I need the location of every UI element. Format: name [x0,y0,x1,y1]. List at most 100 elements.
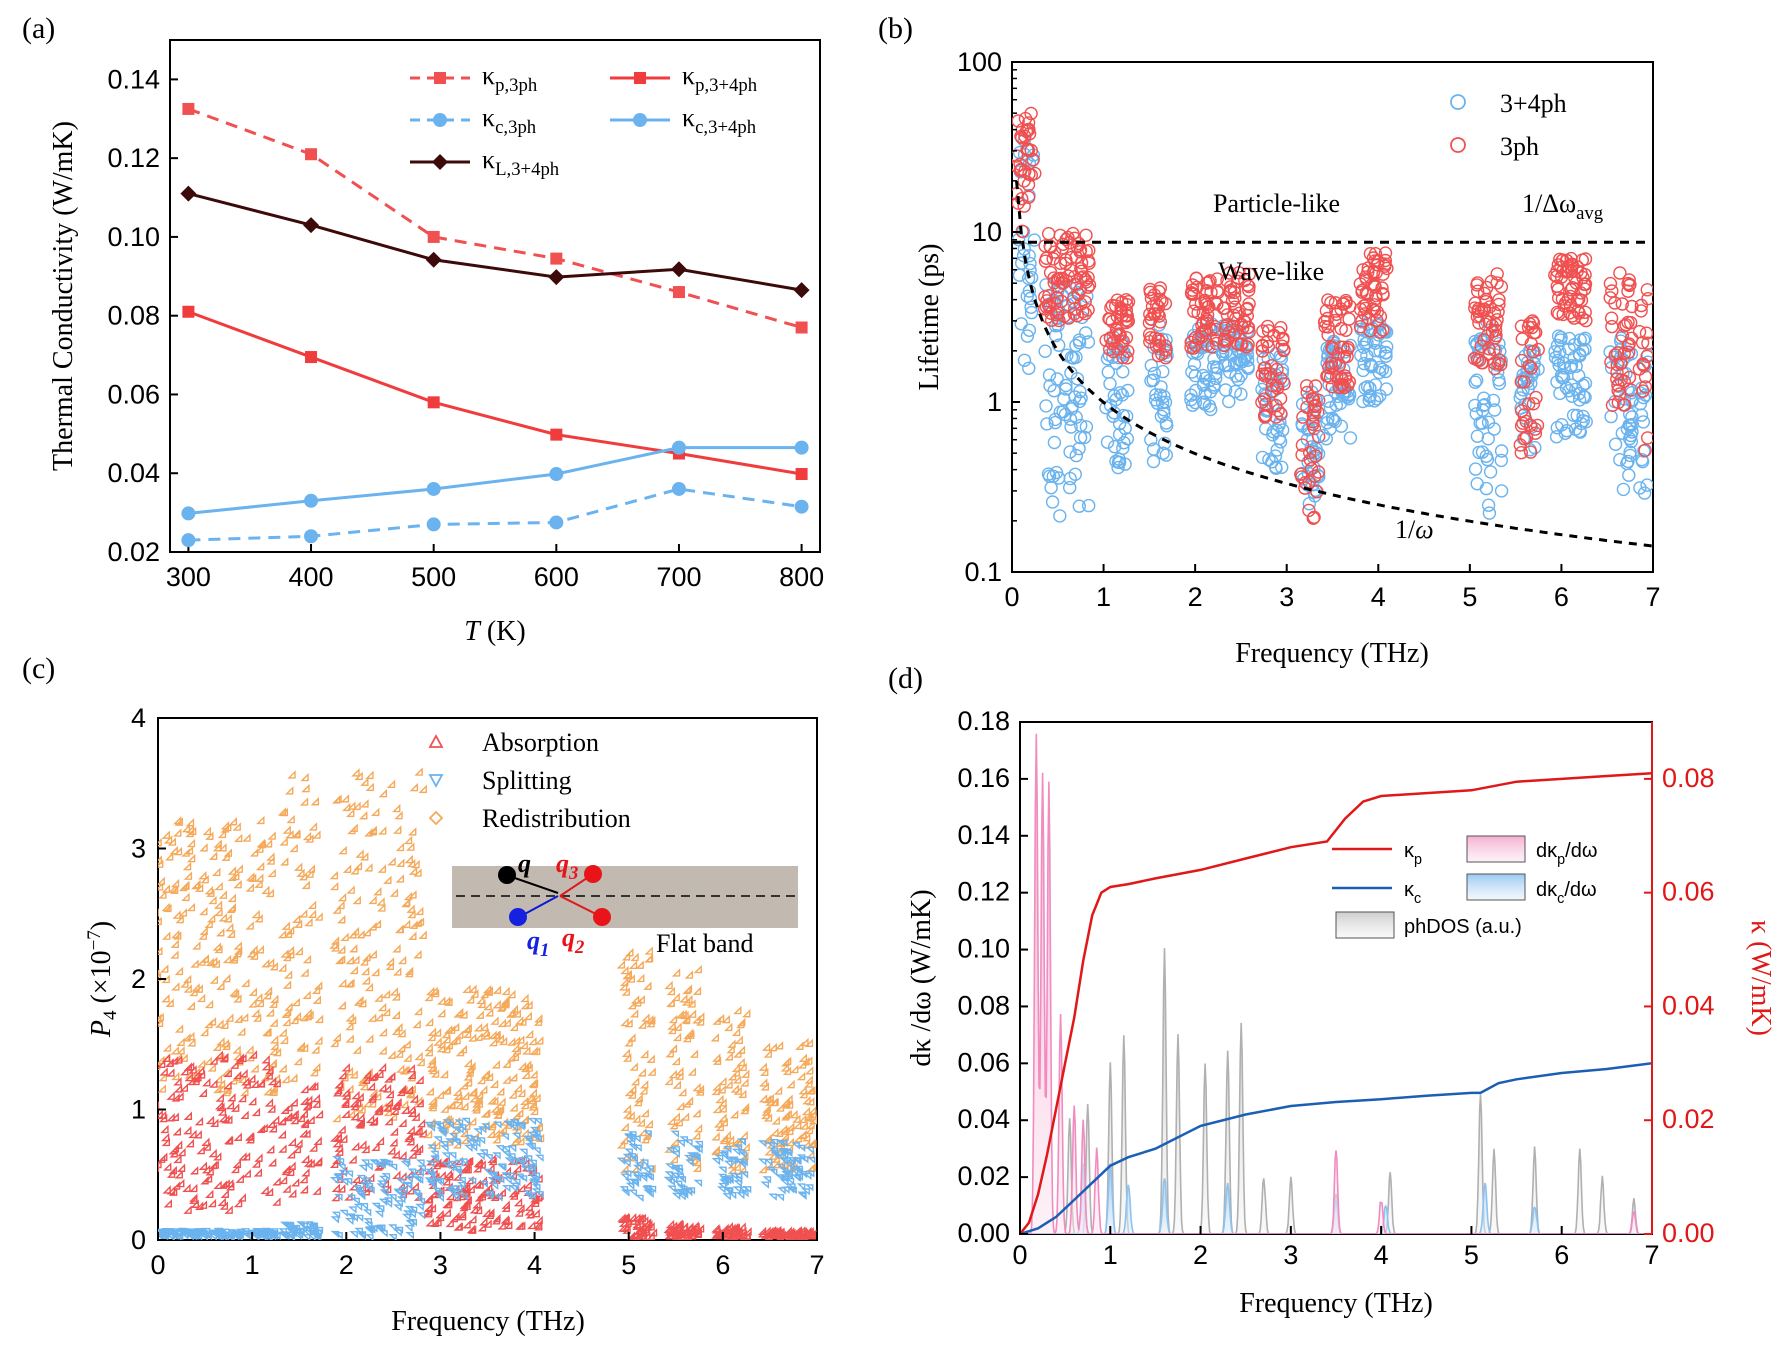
panel-b-point-3ph [1227,281,1241,296]
panel-b-point-3ph [1109,322,1124,337]
panel-c-point-absorption [406,1137,415,1146]
panel-b-point-3ph [1514,419,1529,433]
panel-c-point-redistribution [718,1104,727,1113]
panel-c-point-absorption [337,1125,346,1134]
panel-c-point-redistribution [255,945,265,954]
panel-d-ytick-left-label: 0.18 [957,706,1010,736]
panel-c-point-absorption [209,1079,218,1088]
panel-c-point-absorption [179,1083,189,1092]
panel-c-point-absorption [205,1189,214,1199]
panel-c-point-redistribution [741,1142,750,1152]
panel-c-point-redistribution [251,909,260,919]
panel-c-point-redistribution [408,827,417,836]
panel-c-point-splitting [683,1188,693,1197]
panel-c-point-redistribution [336,955,346,964]
panel-c-point-redistribution [712,1056,722,1065]
panel-c-point-absorption [391,1100,400,1110]
panel-b-xtick-label: 7 [1645,582,1660,612]
panel-c-point-absorption [189,1183,198,1193]
panel-c-point-absorption [312,1099,321,1108]
panel-c-point-absorption [215,1093,224,1102]
panel-c-point-redistribution [687,999,696,1008]
panel-c-point-splitting [359,1202,369,1211]
panel-c-point-redistribution [381,989,391,999]
panel-c-point-splitting [629,1155,639,1164]
panel-c-point-splitting [211,1231,221,1239]
panel-b-point-3ph [1608,296,1622,310]
panel-c-point-redistribution [282,825,291,834]
panel-c-point-redistribution [403,835,413,845]
panel-c-point-absorption [433,1158,442,1167]
panel-c-point-redistribution [261,885,270,895]
panel-c-point-redistribution [465,1068,474,1077]
panel-b-point-3ph [1020,142,1034,157]
panel-a-point [672,286,685,299]
panel-b-point-3plus4ph [1081,335,1096,349]
panel-a-xtick-label: 800 [779,562,824,592]
panel-c-point-splitting [425,1160,435,1168]
panel-c-point-redistribution [392,944,401,953]
panel-b-point-3ph [1306,417,1320,431]
panel-c-point-redistribution [312,830,321,839]
panel-c-point-absorption [516,1183,526,1193]
panel-b-point-3ph [1028,166,1042,181]
panel-c-point-redistribution [406,904,415,913]
panel-c-point-redistribution [501,999,510,1009]
panel-b-point-3ph [1574,286,1588,300]
panel-b-point-3ph [1311,465,1326,479]
panel-b-point-3plus4ph [1363,381,1377,395]
panel-c-point-absorption [180,1066,189,1076]
panel-c-xtick-label: 7 [809,1250,824,1280]
panel-c-point-absorption [341,1109,350,1119]
panel-c-point-redistribution [386,779,396,789]
panel-b-point-3plus4ph [1479,481,1494,496]
panel-c-point-absorption [298,1129,308,1138]
panel-c-point-redistribution [192,941,201,950]
panel-c-point-splitting [501,1184,511,1193]
panel-a-series-line [187,107,803,329]
panel-c-point-redistribution [278,963,287,972]
panel-c-point-splitting [628,1143,637,1152]
panel-b-ytick-label: 1 [987,387,1002,417]
panel-b-point-3plus4ph [1146,454,1161,469]
panel-c-point-redistribution [305,869,314,878]
panel-c-point-redistribution [158,1072,167,1082]
panel-c-point-splitting [430,1150,439,1158]
panel-c-point-redistribution [220,1020,229,1029]
panel-b-point-3ph [1375,281,1389,295]
panel-c-point-redistribution [378,1027,388,1037]
panel-a-point [305,351,318,364]
panel-c-point-absorption [226,1182,235,1191]
panel-c-point-splitting [374,1210,384,1218]
panel-b-point-3ph [1064,250,1079,265]
panel-c-point-absorption [158,1101,160,1110]
panel-c-point-absorption [351,1090,360,1100]
panel-b-point-3ph [1105,314,1120,329]
panel-c-point-splitting [353,1189,363,1197]
panel-c-point-splitting [676,1184,686,1192]
panel-c-point-absorption [632,1231,641,1240]
panel-c-point-splitting [405,1231,415,1240]
panel-c-point-splitting [346,1213,356,1221]
panel-c-point-splitting [333,1173,343,1181]
panel-c-point-redistribution [269,1018,278,1027]
panel-c-point-splitting [620,1173,629,1181]
panel-b-point-3ph [1260,319,1275,334]
panel-c-point-redistribution [515,1108,524,1118]
panel-c-point-splitting [230,1233,239,1240]
panel-b-point-3plus4ph [1486,393,1501,408]
panel-c-point-splitting [783,1149,793,1157]
panel-b-point-3ph [1563,298,1578,313]
panel-b-point-3plus4ph [1638,388,1653,402]
panel-c-point-splitting [507,1145,517,1153]
panel-c-point-absorption [468,1214,477,1224]
panel-c-point-redistribution [199,843,208,852]
panel-b-point-3ph [1152,309,1166,323]
panel-b-point-3plus4ph [1372,365,1387,380]
panel-c-point-redistribution [470,989,479,998]
panel-c-point-absorption [787,1232,796,1240]
panel-a: 300 400 500 600 700 8000.020.040.060.080.100.… [48,39,824,647]
panel-c-point-redistribution [442,1044,451,1054]
panel-b-point-3ph [1276,333,1290,347]
panel-c-point-absorption [175,1091,184,1101]
